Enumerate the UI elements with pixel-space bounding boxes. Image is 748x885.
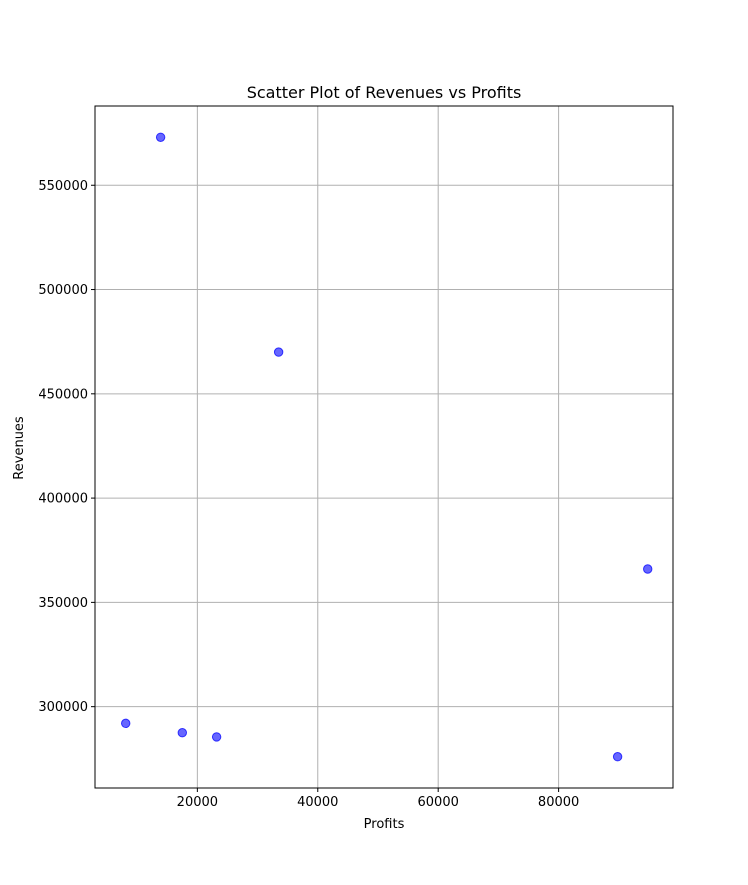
scatter-point	[155, 132, 166, 142]
chart-title: Scatter Plot of Revenues vs Profits	[247, 83, 522, 102]
scatter-point	[643, 564, 653, 574]
x-tick-label: 80000	[538, 795, 579, 810]
x-tick-label: 60000	[418, 795, 459, 810]
scatter-point	[177, 728, 188, 738]
y-axis-label: Revenues	[12, 416, 27, 480]
x-axis-label: Profits	[364, 817, 405, 832]
y-tick-label: 400000	[38, 492, 88, 507]
grid-layer	[95, 106, 673, 788]
y-tick-label: 500000	[38, 283, 88, 298]
scatter-point	[273, 347, 284, 357]
points-layer	[121, 132, 653, 762]
plot-frame	[94, 105, 674, 789]
x-tick-label: 20000	[177, 795, 218, 810]
ticks-layer: 20000 40000 60000 80000 300000 350000 400000 45…	[38, 179, 579, 810]
x-tick-label: 40000	[297, 795, 338, 810]
y-tick-label: 300000	[38, 700, 88, 715]
scatter-point	[121, 718, 131, 729]
y-tick-label: 450000	[38, 387, 88, 402]
scatter-point	[211, 732, 222, 742]
scatter-point	[612, 752, 623, 762]
y-tick-label: 350000	[38, 596, 88, 611]
y-tick-label: 550000	[38, 179, 88, 194]
